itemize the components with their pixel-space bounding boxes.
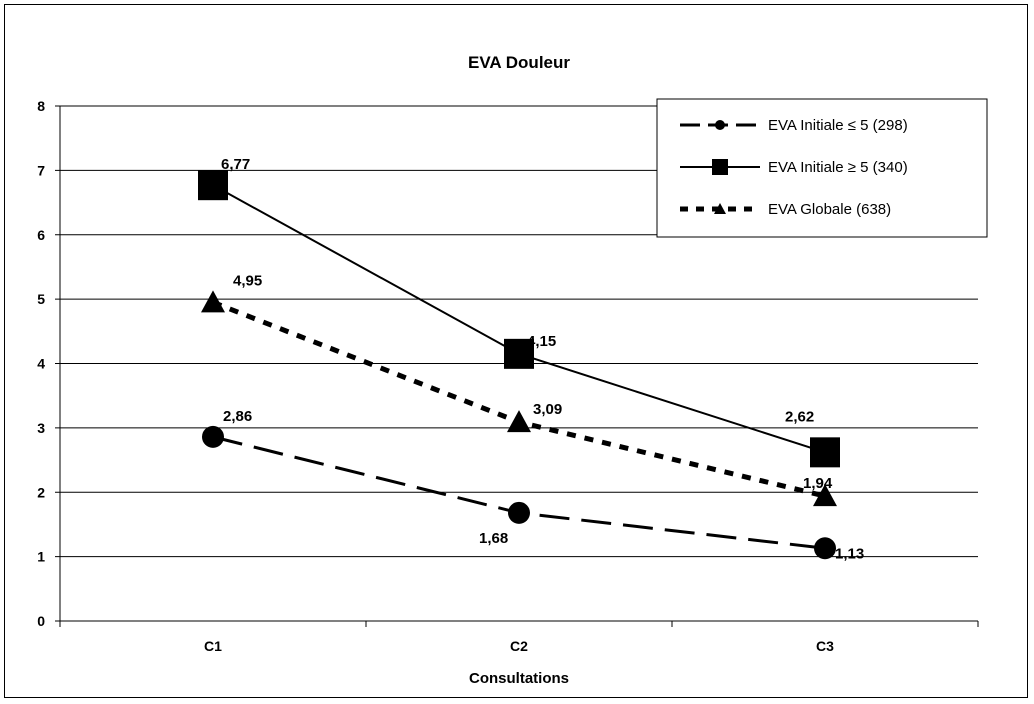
axes: 0 1 2 3 4 5 6 7 8 C1 C2 C3 <box>37 98 979 654</box>
x-axis-title: Consultations <box>469 670 569 687</box>
y-tick-label: 2 <box>37 484 45 500</box>
x-tick-label: C3 <box>816 638 834 654</box>
data-label: 2,86 <box>223 408 252 425</box>
data-label: 4,95 <box>233 272 262 289</box>
x-tick-label: C2 <box>510 638 528 654</box>
data-label: 1,68 <box>479 530 508 547</box>
data-point-square <box>810 437 840 468</box>
data-label: 6,77 <box>221 156 250 173</box>
data-point-circle <box>202 425 224 448</box>
legend-marker-circle <box>715 120 725 130</box>
data-label: 2,62 <box>785 408 814 425</box>
y-tick-label: 1 <box>37 549 45 565</box>
legend-entry: EVA Globale (638) <box>680 201 891 218</box>
y-tick-label: 7 <box>37 162 45 178</box>
data-label: 4,15 <box>527 333 556 350</box>
legend-entry: EVA Initiale ≤ 5 (298) <box>680 117 908 134</box>
data-labels: 2,86 1,68 1,13 6,77 4,15 2,62 4,95 3,09 1,94 <box>221 156 864 562</box>
data-label: 1,94 <box>803 475 833 492</box>
legend-marker-square <box>712 159 728 175</box>
y-tick-label: 3 <box>37 420 45 436</box>
data-point-triangle <box>813 484 837 507</box>
series-3 <box>201 290 837 507</box>
y-tick-label: 5 <box>37 291 45 307</box>
x-tick-label: C1 <box>204 638 222 654</box>
data-label: 1,13 <box>835 545 864 562</box>
series-2 <box>198 170 840 468</box>
legend-marker-triangle <box>714 203 726 214</box>
y-tick-label: 4 <box>37 356 45 372</box>
data-label: 3,09 <box>533 401 562 418</box>
y-tick-label: 0 <box>37 613 45 629</box>
legend-label: EVA Initiale ≤ 5 (298) <box>768 117 908 134</box>
data-point-triangle <box>201 290 225 313</box>
legend-entry: EVA Initiale ≥ 5 (340) <box>680 159 908 176</box>
data-point-square <box>504 338 534 369</box>
data-point-circle <box>814 537 836 560</box>
legend: EVA Initiale ≤ 5 (298) EVA Initiale ≥ 5 (… <box>656 98 988 238</box>
legend-label: EVA Initiale ≥ 5 (340) <box>768 159 908 176</box>
data-point-square <box>198 170 228 201</box>
data-point-circle <box>508 501 530 524</box>
data-point-triangle <box>507 410 531 433</box>
series-1 <box>202 425 836 560</box>
series-line <box>212 300 826 499</box>
y-tick-label: 6 <box>37 227 45 243</box>
y-tick-label: 8 <box>37 98 45 114</box>
series-layer <box>198 170 840 560</box>
legend-label: EVA Globale (638) <box>768 201 891 218</box>
chart-title: EVA Douleur <box>468 53 570 72</box>
